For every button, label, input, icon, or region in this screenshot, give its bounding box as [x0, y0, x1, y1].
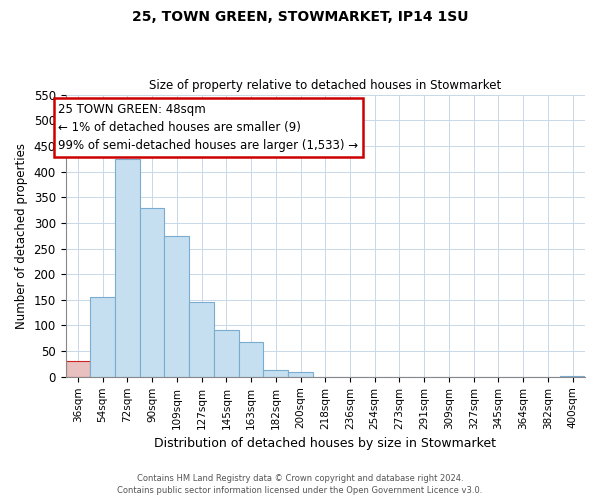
- Text: 25, TOWN GREEN, STOWMARKET, IP14 1SU: 25, TOWN GREEN, STOWMARKET, IP14 1SU: [132, 10, 468, 24]
- Bar: [115, 158, 140, 377]
- Text: 25 TOWN GREEN: 48sqm
← 1% of detached houses are smaller (9)
99% of semi-detache: 25 TOWN GREEN: 48sqm ← 1% of detached ho…: [58, 103, 358, 152]
- Bar: [90, 298, 115, 377]
- Bar: [239, 342, 263, 377]
- Bar: [65, 362, 90, 377]
- Bar: [263, 370, 288, 377]
- Text: Contains HM Land Registry data © Crown copyright and database right 2024.
Contai: Contains HM Land Registry data © Crown c…: [118, 474, 482, 495]
- Bar: [560, 376, 585, 377]
- Bar: [164, 236, 189, 377]
- Bar: [140, 208, 164, 377]
- Y-axis label: Number of detached properties: Number of detached properties: [15, 142, 28, 328]
- Title: Size of property relative to detached houses in Stowmarket: Size of property relative to detached ho…: [149, 79, 502, 92]
- Bar: [189, 302, 214, 377]
- X-axis label: Distribution of detached houses by size in Stowmarket: Distribution of detached houses by size …: [154, 437, 496, 450]
- Bar: [214, 330, 239, 377]
- Bar: [288, 372, 313, 377]
